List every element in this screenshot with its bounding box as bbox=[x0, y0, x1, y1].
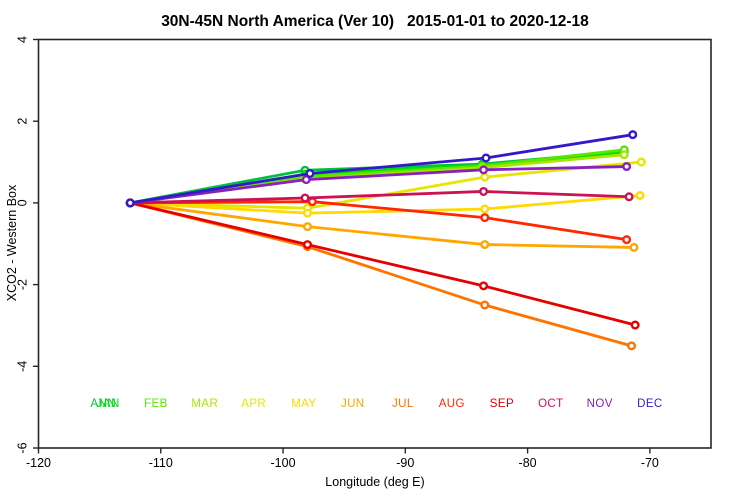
series-marker-may bbox=[303, 208, 313, 218]
series-marker-aug bbox=[622, 235, 632, 245]
x-tick-label: -70 bbox=[641, 456, 659, 470]
series-marker-nov bbox=[479, 165, 489, 175]
series-marker-sep bbox=[479, 281, 489, 291]
series-marker-dec bbox=[305, 168, 315, 178]
x-tick-label: -100 bbox=[271, 456, 296, 470]
series-marker-may bbox=[635, 191, 645, 201]
series-line-apr bbox=[128, 160, 643, 210]
series-marker-oct bbox=[624, 192, 634, 202]
legend-label-jun: JUN bbox=[341, 398, 365, 410]
series-marker-jul bbox=[627, 341, 637, 351]
x-tick-label: -80 bbox=[519, 456, 537, 470]
legend-label-dec: DEC bbox=[637, 398, 662, 410]
series-marker-aug bbox=[307, 197, 317, 207]
legend-label-may: MAY bbox=[291, 398, 316, 410]
series-marker-apr bbox=[636, 157, 646, 167]
series-marker-nov bbox=[622, 162, 632, 172]
legend-label-aug: AUG bbox=[439, 398, 465, 410]
series-line-jul bbox=[128, 201, 633, 348]
series-marker-aug bbox=[480, 213, 490, 223]
y-tick-label: 4 bbox=[16, 36, 30, 43]
series-marker-dec bbox=[628, 130, 638, 140]
y-tick-label: -6 bbox=[16, 442, 30, 453]
series-line-aug bbox=[128, 200, 629, 242]
legend-label-jul: JUL bbox=[392, 398, 414, 410]
series-marker-jul bbox=[480, 300, 490, 310]
x-tick-label: -90 bbox=[396, 456, 414, 470]
legend-label-feb: FEB bbox=[144, 398, 168, 410]
x-axis-label: Longitude (deg E) bbox=[325, 475, 425, 489]
legend-label-mar: MAR bbox=[191, 398, 218, 410]
y-tick-label: 2 bbox=[16, 118, 30, 125]
series-line-may bbox=[128, 194, 642, 215]
plot-frame bbox=[37, 38, 712, 449]
y-tick-label: -4 bbox=[16, 361, 30, 372]
series-marker-jun bbox=[480, 240, 490, 250]
series-marker-nov bbox=[301, 175, 311, 185]
y-tick-label: 0 bbox=[16, 199, 30, 206]
series-line-sep bbox=[128, 201, 637, 327]
series-marker-jun bbox=[303, 222, 313, 232]
series-marker-dec bbox=[125, 198, 135, 208]
legend-label-jan: JAN bbox=[97, 398, 120, 410]
y-axis-label: XCO2 - Western Box bbox=[5, 184, 19, 302]
series-line-dec bbox=[128, 133, 635, 205]
chart-title: 30N-45N North America (Ver 10) 2015-01-0… bbox=[161, 13, 589, 30]
y-tick-label: -2 bbox=[16, 279, 30, 290]
x-tick-label: -120 bbox=[26, 456, 51, 470]
x-tick-label: -110 bbox=[149, 456, 173, 470]
legend-label-nov: NOV bbox=[587, 398, 613, 410]
series-marker-apr bbox=[480, 172, 490, 182]
legend-label-ann: ANN bbox=[91, 398, 116, 410]
series-marker-mar bbox=[619, 150, 629, 160]
series-marker-oct bbox=[479, 186, 489, 196]
series-line-jun bbox=[128, 201, 636, 249]
legend-label-sep: SEP bbox=[490, 398, 514, 410]
series-line-oct bbox=[128, 190, 631, 205]
series-marker-sep bbox=[303, 240, 313, 250]
series-marker-dec bbox=[481, 153, 491, 163]
legend-label-oct: OCT bbox=[538, 398, 563, 410]
series-marker-sep bbox=[630, 320, 640, 330]
series-marker-jun bbox=[629, 242, 639, 252]
series-marker-may bbox=[480, 204, 490, 214]
series-marker-oct bbox=[300, 193, 310, 203]
legend-label-apr: APR bbox=[241, 398, 266, 410]
series-line-nov bbox=[128, 165, 629, 205]
